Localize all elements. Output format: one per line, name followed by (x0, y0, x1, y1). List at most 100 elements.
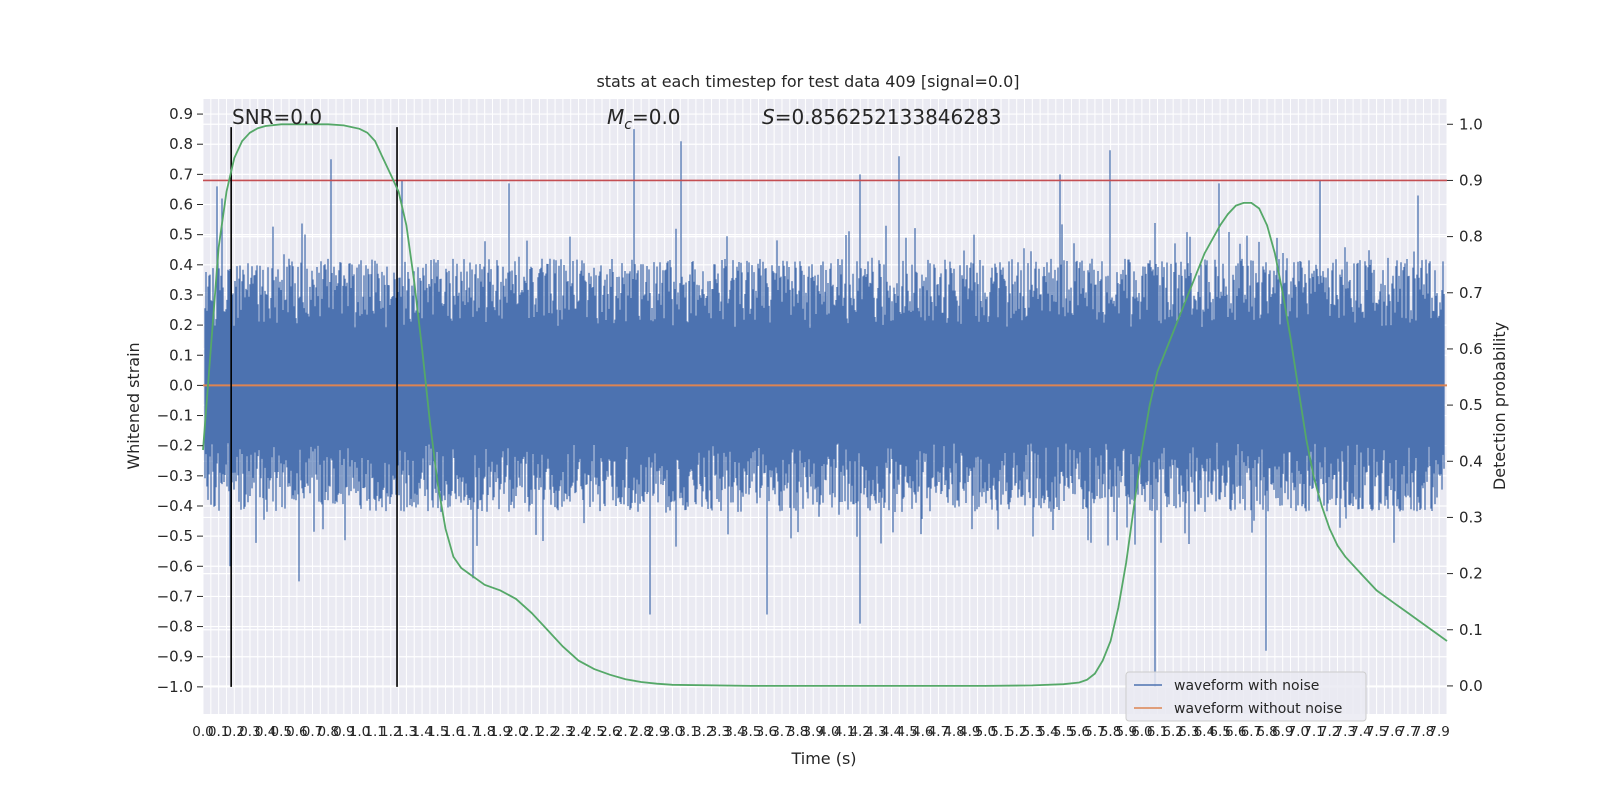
x-tick-label: 0.4 (255, 724, 276, 740)
chart-title: stats at each timestep for test data 409… (596, 72, 1019, 91)
x-tick-label: 4.4 (881, 724, 902, 740)
x-tick-label: 5.5 (1053, 724, 1074, 740)
s-statistic-value: =0.856252133846283 (775, 105, 1002, 129)
y-tick-label-left: 0.9 (169, 105, 193, 123)
x-tick-label: 4.7 (928, 724, 949, 740)
waveform-with-noise-line (204, 129, 1445, 687)
x-tick-label: 0.0 (192, 724, 213, 740)
chirp-mass-symbol: M (607, 105, 624, 129)
x-tick-label: 4.3 (865, 724, 886, 740)
x-tick-label: 3.9 (803, 724, 824, 740)
x-tick-label: 1.6 (443, 724, 464, 740)
x-tick-label: 6.1 (1147, 724, 1168, 740)
x-tick-label: 3.2 (693, 724, 714, 740)
x-tick-label: 5.3 (1022, 724, 1043, 740)
x-tick-label: 4.9 (959, 724, 980, 740)
x-tick-label: 0.2 (224, 724, 245, 740)
x-tick-label: 1.3 (396, 724, 417, 740)
x-tick-label: 2.1 (521, 724, 542, 740)
y-tick-label-right: 0.3 (1459, 508, 1483, 526)
x-tick-label: 3.3 (709, 724, 730, 740)
y-tick-label-left: −0.9 (157, 648, 193, 666)
y-tick-label-right: 0.7 (1459, 284, 1483, 302)
x-tick-label: 4.6 (912, 724, 933, 740)
x-tick-label: 6.0 (1131, 724, 1152, 740)
x-tick-label: 7.4 (1350, 724, 1371, 740)
x-tick-label: 7.3 (1335, 724, 1356, 740)
x-tick-label: 7.8 (1413, 724, 1434, 740)
y-tick-label-left: 0.2 (169, 316, 193, 334)
s-statistic-annotation: S=0.856252133846283 (762, 105, 1001, 129)
y-tick-label-left: −0.4 (157, 497, 193, 515)
y-tick-label-left: 0.4 (169, 256, 193, 274)
x-tick-label: 6.5 (1209, 724, 1230, 740)
x-tick-label: 7.2 (1319, 724, 1340, 740)
y-tick-label-left: 0.3 (169, 286, 193, 304)
x-tick-label: 3.7 (771, 724, 792, 740)
y-tick-label-left: 0.8 (169, 135, 193, 153)
x-tick-label: 7.1 (1303, 724, 1324, 740)
x-tick-label: 5.8 (1100, 724, 1121, 740)
x-tick-label: 6.7 (1241, 724, 1262, 740)
legend-label-waveform-without-noise: waveform without noise (1174, 701, 1342, 717)
y-tick-label-right: 0.6 (1459, 340, 1483, 358)
y-tick-label-left: −0.2 (157, 437, 193, 455)
x-tick-label: 1.5 (427, 724, 448, 740)
y-axis-label-right: Detection probability (1490, 322, 1509, 490)
x-tick-label: 1.2 (380, 724, 401, 740)
y-tick-label-left: −0.1 (157, 407, 193, 425)
y-tick-label-left: −0.7 (157, 587, 193, 605)
x-tick-label: 2.4 (568, 724, 589, 740)
x-tick-label: 2.5 (583, 724, 604, 740)
y-tick-label-left: 0.1 (169, 346, 193, 364)
x-tick-label: 5.9 (1115, 724, 1136, 740)
y-tick-label-right: 0.8 (1459, 228, 1483, 246)
x-tick-label: 5.7 (1084, 724, 1105, 740)
x-tick-label: 4.8 (943, 724, 964, 740)
x-tick-label: 5.1 (990, 724, 1011, 740)
legend-label-waveform-with-noise: waveform with noise (1174, 678, 1319, 694)
x-tick-label: 5.2 (1006, 724, 1027, 740)
x-tick-label: 1.8 (474, 724, 495, 740)
chirp-mass-subscript: c (624, 117, 632, 133)
x-tick-label: 7.6 (1381, 724, 1402, 740)
x-axis: 0.00.10.20.30.40.50.60.70.80.91.01.11.21… (192, 724, 1450, 740)
detection-probability-line (202, 123, 1448, 687)
x-tick-label: 2.9 (646, 724, 667, 740)
x-tick-label: 2.6 (599, 724, 620, 740)
y-axis-right: 1.0 0.9 0.8 0.7 0.6 0.5 0.4 0.3 0.2 0.1 0.0 (1447, 115, 1483, 695)
y-tick-label-left: −0.5 (157, 527, 193, 545)
x-tick-label: 5.4 (1037, 724, 1058, 740)
s-statistic-symbol: S (762, 105, 775, 129)
y-tick-label-right: 0.5 (1459, 396, 1483, 414)
y-tick-label-right: 0.9 (1459, 171, 1483, 189)
y-tick-label-left: 0.6 (169, 196, 193, 214)
x-tick-label: 7.7 (1397, 724, 1418, 740)
x-tick-label: 3.1 (677, 724, 698, 740)
series-detection-probability (202, 123, 1448, 687)
x-tick-label: 2.8 (630, 724, 651, 740)
x-tick-label: 1.7 (458, 724, 479, 740)
legend: waveform with noise waveform without noi… (1125, 671, 1367, 722)
x-tick-label: 5.6 (1069, 724, 1090, 740)
x-tick-label: 2.2 (537, 724, 558, 740)
x-tick-label: 0.6 (286, 724, 307, 740)
x-axis-label: Time (s) (790, 749, 856, 768)
x-tick-label: 0.7 (302, 724, 323, 740)
chirp-mass-annotation: Mc=0.0 (607, 105, 681, 133)
x-tick-label: 1.1 (364, 724, 385, 740)
x-tick-label: 3.0 (662, 724, 683, 740)
x-tick-label: 6.3 (1178, 724, 1199, 740)
y-tick-label-left: −0.3 (157, 467, 193, 485)
y-axis-label-left: Whitened strain (124, 342, 143, 469)
x-tick-label: 6.8 (1256, 724, 1277, 740)
x-tick-label: 6.4 (1194, 724, 1215, 740)
y-axis-left: 0.9 0.8 0.7 0.6 0.5 0.4 0.3 0.2 0.1 0.0 −0.1 −0.2 −0… (157, 105, 203, 696)
x-tick-label: 5.0 (975, 724, 996, 740)
x-tick-label: 2.0 (505, 724, 526, 740)
x-tick-label: 0.9 (333, 724, 354, 740)
chirp-mass-value: =0.0 (632, 105, 681, 129)
x-tick-label: 1.9 (490, 724, 511, 740)
series-waveform-with-noise (204, 129, 1445, 687)
